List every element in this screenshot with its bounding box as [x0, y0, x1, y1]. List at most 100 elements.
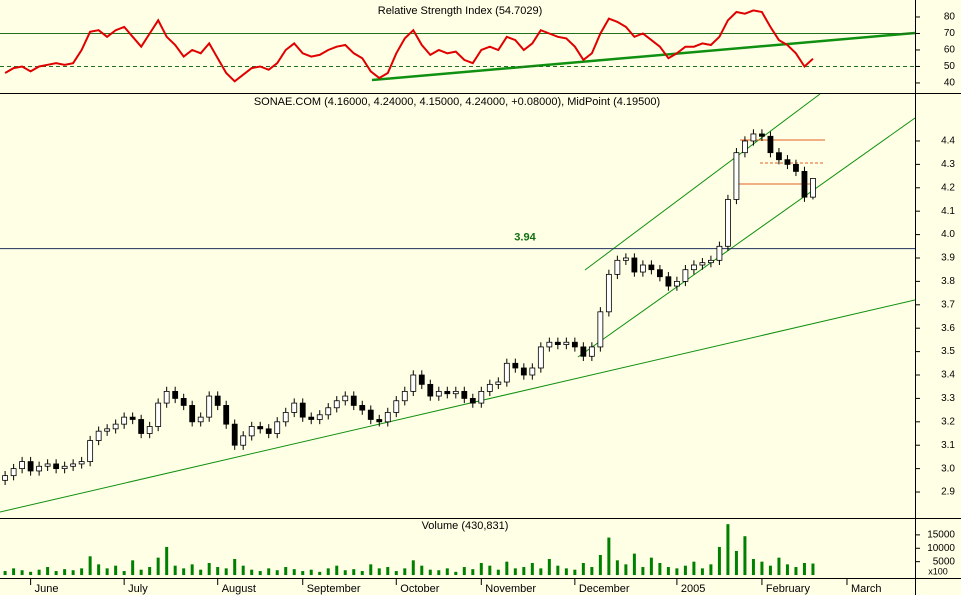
volume-bar — [675, 568, 679, 576]
y-tick-label: 3.7 — [941, 299, 955, 310]
y-tick-label: 3.8 — [941, 276, 955, 287]
volume-bar — [462, 567, 466, 576]
candle-body — [605, 273, 612, 313]
candle-body — [750, 133, 757, 142]
y-tick-label: 10000 — [927, 543, 955, 554]
candle-body — [725, 199, 731, 247]
volume-bar — [12, 568, 16, 576]
volume-bar — [122, 571, 126, 576]
volume-bar — [513, 568, 517, 576]
volume-bar — [751, 558, 755, 576]
volume-bar — [700, 568, 704, 576]
y-tick-label: 3.1 — [941, 440, 955, 451]
candle-body — [767, 135, 774, 154]
volume-unit: x100 — [928, 566, 948, 576]
volume-bar — [37, 569, 41, 576]
y-tick-label: 3.0 — [941, 463, 955, 474]
y-tick-label: 3.3 — [941, 393, 955, 404]
volume-bar — [105, 568, 109, 576]
volume-bar — [437, 570, 441, 576]
volume-bar — [530, 563, 534, 576]
candle-body — [299, 402, 306, 418]
candle-body — [529, 367, 536, 376]
volume-bar — [785, 564, 789, 576]
reference-label: 3.94 — [514, 232, 536, 244]
x-tick-label: November — [485, 583, 536, 595]
candle-body — [87, 440, 94, 462]
volume-bar — [743, 536, 747, 576]
candle-body — [742, 140, 748, 154]
volume-bar — [496, 569, 500, 576]
volume-bar — [275, 570, 279, 576]
volume-bar — [335, 565, 339, 576]
y-tick-label: 3.6 — [941, 323, 955, 334]
candle-body — [104, 428, 111, 432]
candle-body — [469, 398, 476, 404]
volume-bar — [683, 565, 687, 576]
candle-body — [240, 435, 247, 446]
volume-bar — [607, 537, 611, 576]
price-title: SONAE.COM (4.16000, 4.24000, 4.15000, 4.… — [254, 96, 660, 108]
candle-body — [461, 390, 468, 399]
volume-bar — [709, 564, 713, 576]
candle-body — [631, 257, 638, 273]
candle-body — [19, 461, 26, 470]
volume-bar — [267, 568, 271, 576]
candle-body — [2, 475, 9, 481]
candle-body — [759, 133, 765, 137]
candle-body — [308, 416, 315, 420]
candle-body — [282, 412, 289, 423]
volume-bar — [352, 569, 356, 576]
volume-bar — [428, 569, 432, 576]
candle-body — [206, 395, 213, 418]
candle-body — [274, 421, 281, 434]
volume-bar — [794, 567, 798, 576]
volume-bar — [692, 561, 696, 576]
candle-body — [810, 178, 816, 198]
candle-body — [495, 381, 502, 385]
candle-body — [214, 395, 221, 406]
y-tick-label: 3.4 — [941, 370, 955, 381]
volume-bar — [386, 567, 390, 576]
y-tick-label: 2.9 — [941, 487, 955, 498]
volume-bar — [573, 569, 577, 576]
y-tick-label: 70 — [944, 28, 956, 39]
volume-bar — [666, 567, 670, 576]
candle-body — [248, 426, 255, 437]
volume-bar — [811, 563, 815, 576]
candle-body — [622, 257, 629, 261]
volume-bar — [148, 567, 152, 576]
volume-bar — [360, 571, 364, 576]
volume-bar — [343, 570, 347, 576]
volume-bar — [598, 554, 602, 576]
y-tick-label: 40 — [944, 78, 956, 89]
candle-body — [708, 259, 714, 264]
y-tick-label: 50 — [944, 61, 956, 72]
volume-bar — [581, 563, 585, 576]
volume-bar — [258, 571, 262, 576]
volume-bar — [114, 565, 118, 576]
volume-bar — [556, 565, 560, 576]
candle-body — [180, 398, 187, 406]
candle-body — [121, 416, 128, 425]
volume-bar — [802, 563, 806, 576]
volume-bar — [590, 567, 594, 576]
x-tick-label: March — [851, 583, 882, 595]
y-tick-label: 4.3 — [941, 159, 955, 170]
volume-bar — [615, 560, 619, 576]
volume-bar — [403, 568, 407, 576]
volume-bar — [454, 571, 458, 576]
candle-body — [291, 402, 298, 413]
volume-bar — [488, 565, 492, 576]
volume-bar — [250, 569, 254, 576]
candle-body — [384, 412, 391, 423]
candle-body — [418, 374, 425, 385]
candle-body — [656, 269, 663, 278]
volume-bar — [182, 568, 186, 576]
candle-body — [265, 428, 272, 434]
candle-body — [520, 367, 527, 376]
volume-bar — [292, 569, 296, 576]
candle-body — [376, 419, 383, 423]
